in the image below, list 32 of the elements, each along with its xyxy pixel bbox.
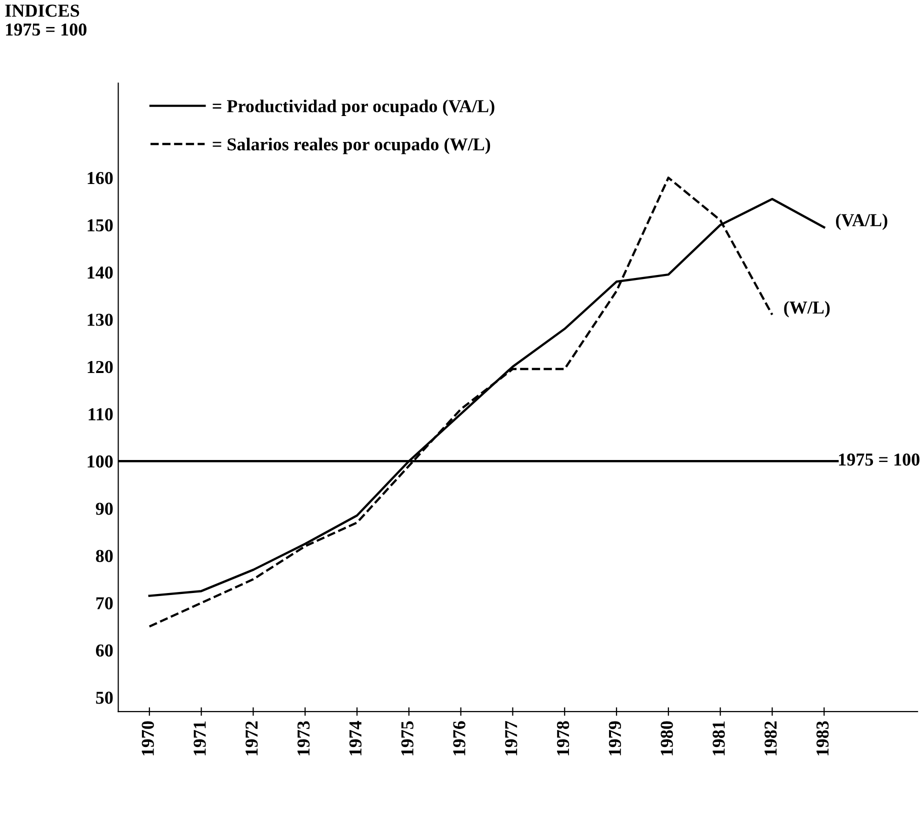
x-tick-label: 1982 <box>764 721 777 756</box>
y-tick-label: 100 <box>88 455 113 468</box>
y-tick-label: 80 <box>96 550 113 562</box>
y-tick-label: 160 <box>88 172 113 184</box>
x-tick-label: 1977 <box>505 721 518 756</box>
legend-label: = Salarios reales por ocupado (W/L) <box>212 138 490 154</box>
x-tick-label: 1981 <box>712 722 725 756</box>
y-tick-label: 70 <box>96 597 113 610</box>
y-tick-label: 110 <box>88 408 113 420</box>
y-axis-title: INDICES 1975 = 100 <box>5 4 86 36</box>
annotation: (VA/L) <box>836 214 888 230</box>
legend-label: = Productividad por ocupado (VA/L) <box>212 100 494 116</box>
x-tick-label: 1970 <box>142 721 154 756</box>
x-tick-label: 1972 <box>246 721 258 756</box>
y-tick-label: 120 <box>88 360 113 374</box>
x-tick-label: 1983 <box>816 721 829 756</box>
y-tick-label: 90 <box>96 502 113 515</box>
x-tick-label: 1978 <box>556 721 570 756</box>
x-tick-label: 1976 <box>453 721 466 756</box>
x-tick-label: 1973 <box>298 721 310 756</box>
x-tick-label: 1979 <box>608 721 622 756</box>
y-tick-label: 140 <box>88 266 113 279</box>
x-tick-label: 1975 <box>401 721 414 756</box>
x-tick-label: 1974 <box>349 720 362 756</box>
y-tick-label: 60 <box>96 644 113 657</box>
annotation: (W/L) <box>784 300 830 318</box>
y-tick-label: 150 <box>88 219 113 232</box>
y-tick-label: 50 <box>96 692 113 704</box>
x-tick-label: 1971 <box>194 722 206 756</box>
y-tick-label: 130 <box>88 314 113 326</box>
x-tick-label: 1980 <box>660 721 673 756</box>
ref-line-label: 1975 = 100 <box>839 454 920 466</box>
